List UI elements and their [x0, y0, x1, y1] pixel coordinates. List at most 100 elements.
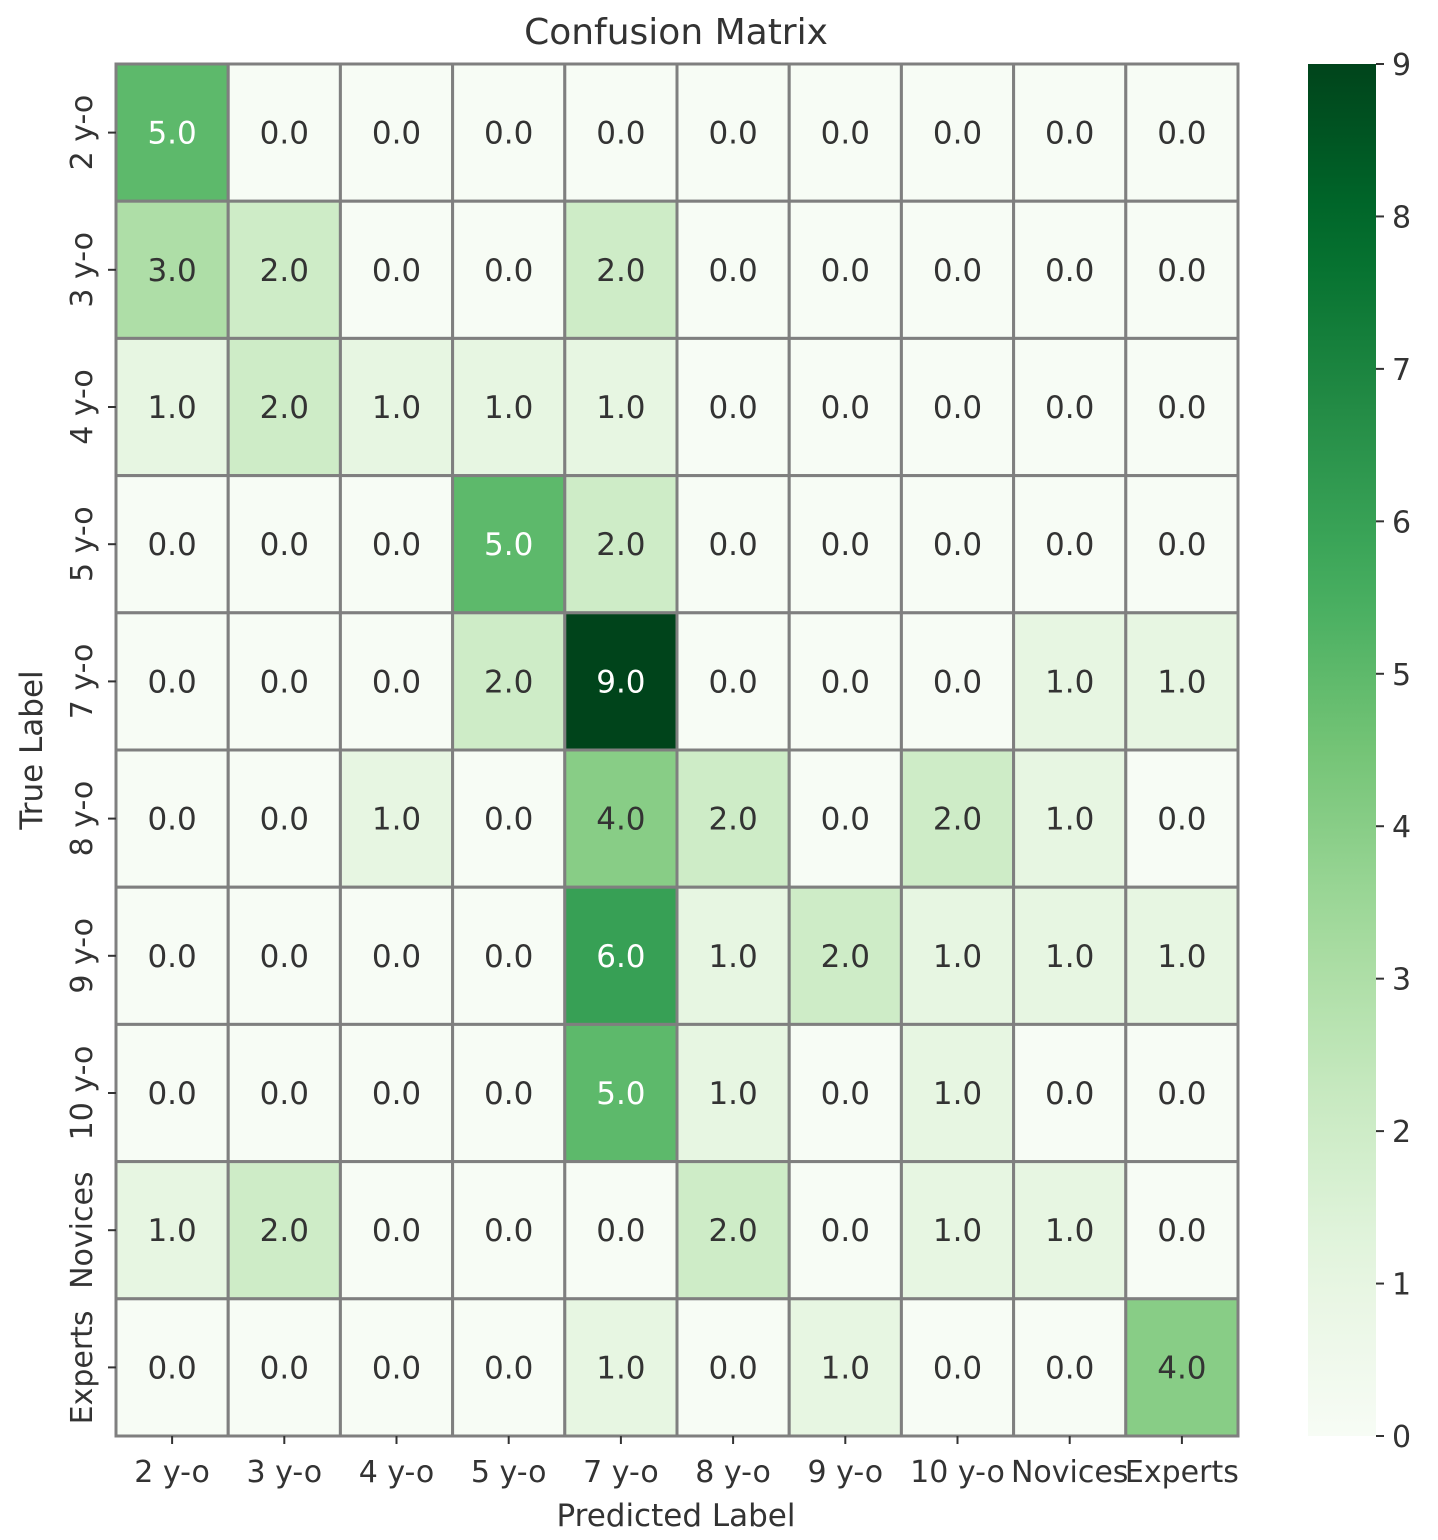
cell-value-label: 1.0: [933, 939, 982, 975]
cell-value-label: 0.0: [821, 802, 870, 838]
cell-value-label: 0.0: [372, 1213, 421, 1249]
y-axis-ticks: 2 y-o 3 y-o 4 y-o 5 y-o 7 y-o 8 y-o 9 y-o 10 y-…: [65, 95, 116, 1424]
cell-value-label: 2.0: [821, 939, 870, 975]
x-tick-label: 7 y-o: [583, 1455, 659, 1490]
cell-value-label: 0.0: [147, 664, 196, 700]
cell-value-label: 0.0: [147, 527, 196, 563]
heatmap-cell: [338, 611, 455, 752]
cell-value-label: 2.0: [260, 390, 309, 426]
x-tick-label: 4 y-o: [359, 1455, 435, 1490]
cell-value-label: 2.0: [260, 253, 309, 289]
heatmap-cell: [1012, 1297, 1128, 1438]
cell-value-label: 1.0: [708, 939, 757, 975]
x-tick-label: Novices: [1011, 1455, 1128, 1490]
colorbar-tick-label: 8: [1392, 200, 1411, 235]
cell-value-label: 2.0: [484, 664, 533, 700]
y-tick-label: 10 y-o: [65, 1046, 100, 1141]
heatmap-cell: [787, 1160, 903, 1301]
heatmap-cell: [675, 1022, 791, 1164]
cell-value-label: 0.0: [1045, 1076, 1094, 1112]
heatmap-cell: [451, 199, 567, 340]
heatmap-cell: [114, 1297, 230, 1438]
colorbar-tick-label: 1: [1392, 1268, 1411, 1303]
cell-value-label: 0.0: [260, 939, 309, 975]
cell-value-label: 0.0: [708, 390, 757, 426]
heatmap-cell: [787, 199, 903, 340]
heatmap-cell: [899, 62, 1016, 203]
cell-value-label: 0.0: [708, 1350, 757, 1386]
heatmap-cell: [787, 474, 903, 615]
y-tick-label: Experts: [65, 1310, 100, 1424]
cell-value-label: 0.0: [1157, 1076, 1206, 1112]
cell-value-label: 0.0: [821, 664, 870, 700]
heatmap-cell: [1124, 336, 1240, 478]
cell-value-label: 0.0: [260, 1076, 309, 1112]
x-tick-label: 9 y-o: [808, 1455, 884, 1490]
heatmap-cell: [675, 1297, 791, 1438]
heatmap-cell: [563, 1297, 679, 1438]
cell-value-label: 0.0: [821, 527, 870, 563]
cell-value-label: 0.0: [484, 802, 533, 838]
cell-value-label: 1.0: [708, 1076, 757, 1112]
heatmap-cell: [114, 748, 230, 889]
heatmap-cell: [1012, 199, 1128, 340]
y-tick-label: 8 y-o: [65, 781, 100, 857]
cell-value-label: 0.0: [372, 116, 421, 152]
cell-value-label: 0.0: [1045, 390, 1094, 426]
cell-value-label: 0.0: [708, 253, 757, 289]
chart-title: Confusion Matrix: [524, 12, 828, 53]
cell-value-label: 2.0: [596, 527, 645, 563]
heatmap-cell: [114, 885, 230, 1026]
cell-value-label: 0.0: [147, 1076, 196, 1112]
cell-value-label: 1.0: [1045, 664, 1094, 700]
heatmap-cell: [675, 885, 791, 1026]
heatmap-cell: [338, 1022, 455, 1164]
cell-value-label: 0.0: [372, 1076, 421, 1112]
cell-value-label: 4.0: [596, 802, 645, 838]
cell-value-label: 5.0: [484, 527, 533, 563]
cell-value-label: 0.0: [821, 116, 870, 152]
heatmap-cell: [451, 1022, 567, 1164]
heatmap-cell: [1012, 885, 1128, 1026]
y-tick-label: 2 y-o: [65, 95, 100, 171]
cell-value-label: 1.0: [933, 1076, 982, 1112]
heatmap-cell: [675, 611, 791, 752]
cell-value-label: 0.0: [708, 527, 757, 563]
colorbar: 0 1 2 3 4 5 6 7 8 9: [1308, 48, 1411, 1455]
cell-value-label: 1.0: [1045, 802, 1094, 838]
x-tick-label: 2 y-o: [134, 1455, 210, 1490]
cell-value-label: 0.0: [821, 390, 870, 426]
cell-value-label: 5.0: [147, 116, 196, 152]
heatmap-cell: [1124, 62, 1240, 203]
x-axis-ticks: 2 y-o 3 y-o 4 y-o 5 y-o 7 y-o 8 y-o 9 y-o 10 y-…: [134, 1436, 1239, 1490]
heatmap-cell: [787, 885, 903, 1026]
heatmap-cell: [1124, 1022, 1240, 1164]
cell-value-label: 0.0: [372, 253, 421, 289]
heatmap-cell: [787, 1297, 903, 1438]
y-tick-label: 5 y-o: [65, 506, 100, 582]
cell-value-label: 0.0: [147, 1350, 196, 1386]
heatmap-cell: [563, 1022, 679, 1164]
colorbar-tick-label: 5: [1392, 658, 1411, 693]
heatmap-cell: [226, 62, 342, 203]
heatmap-cell: [899, 885, 1016, 1026]
y-tick-label: 3 y-o: [65, 232, 100, 308]
heatmap-cell: [899, 611, 1016, 752]
heatmap-cell: [899, 199, 1016, 340]
y-tick-label: 4 y-o: [65, 369, 100, 445]
heatmap-cell: [1124, 1297, 1240, 1438]
colorbar-tick-label: 7: [1392, 353, 1411, 388]
cell-value-label: 0.0: [484, 253, 533, 289]
cell-value-label: 0.0: [708, 116, 757, 152]
cell-value-label: 4.0: [1157, 1350, 1206, 1386]
cell-value-label: 1.0: [147, 390, 196, 426]
cell-value-label: 2.0: [708, 1213, 757, 1249]
cell-value-label: 0.0: [260, 116, 309, 152]
x-tick-label: 3 y-o: [247, 1455, 323, 1490]
heatmap-cell: [1012, 748, 1128, 889]
cell-value-label: 1.0: [484, 390, 533, 426]
cell-value-label: 5.0: [596, 1076, 645, 1112]
heatmap-cell: [1012, 611, 1128, 752]
heatmap-cell: [787, 1022, 903, 1164]
